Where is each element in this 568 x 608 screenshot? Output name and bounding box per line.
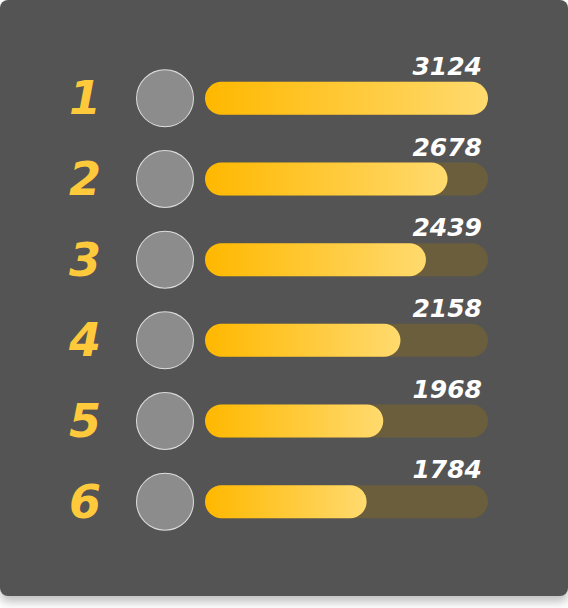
svg-text:2: 2 <box>69 152 101 206</box>
svg-text:2158: 2158 <box>412 294 482 323</box>
svg-text:5: 5 <box>69 394 101 448</box>
svg-text:3124: 3124 <box>412 52 482 81</box>
svg-text:1784: 1784 <box>412 455 482 484</box>
svg-text:2439: 2439 <box>412 213 482 242</box>
svg-text:6: 6 <box>69 475 101 529</box>
svg-text:2678: 2678 <box>412 133 482 162</box>
svg-text:3: 3 <box>69 233 101 287</box>
svg-text:1: 1 <box>69 71 101 125</box>
svg-text:1968: 1968 <box>412 375 482 404</box>
svg-text:4: 4 <box>68 313 101 367</box>
